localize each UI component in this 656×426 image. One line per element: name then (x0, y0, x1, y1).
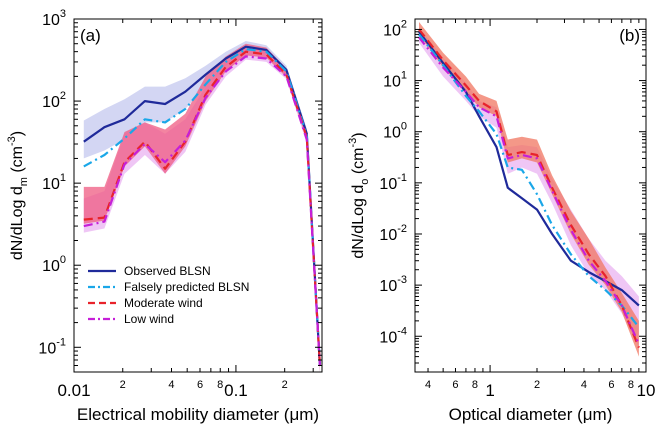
x-tick-label: 1 (485, 381, 494, 400)
y-tick-label: 10-2 (379, 223, 407, 244)
x-minor-tick-label: 4 (168, 379, 174, 391)
x-minor-tick-label: 6 (197, 379, 203, 391)
axes-frame (414, 18, 647, 373)
y-axis-label: dN/dLog do (cm-3) (347, 132, 371, 258)
x-tick-label: 0.1 (224, 381, 248, 400)
panel-label: (a) (80, 26, 101, 45)
legend-label: Falsely predicted BLSN (124, 280, 249, 294)
x-minor-tick-label: 8 (628, 379, 634, 391)
series-line-low-wind (418, 36, 640, 345)
band-moderate-wind (419, 22, 639, 357)
panel-label: (b) (619, 26, 640, 45)
plot-area (418, 22, 640, 357)
x-axis-label: Electrical mobility diameter (μm) (77, 405, 319, 424)
x-minor-tick-label: 2 (282, 379, 288, 391)
y-tick-label: 101 (42, 172, 66, 193)
x-minor-tick-label: 2 (534, 379, 540, 391)
x-minor-tick-label: 4 (425, 379, 431, 391)
x-minor-tick-label: 8 (217, 379, 223, 391)
x-minor-tick-label: 6 (608, 379, 614, 391)
x-minor-tick-label: 2 (120, 379, 126, 391)
series-line-moderate-wind (418, 28, 640, 349)
series-line-low-wind (83, 55, 321, 366)
y-tick-label: 101 (383, 70, 407, 91)
y-tick-label: 103 (42, 8, 66, 29)
legend: Observed BLSN Falsely predicted BLSN Moder… (88, 264, 249, 326)
y-tick-label: 102 (383, 18, 407, 39)
band-moderate-wind (83, 43, 320, 372)
y-axis-label: dN/dLog dm (cm-3) (6, 131, 30, 260)
x-minor-tick-label: 6 (452, 379, 458, 391)
legend-label: Low wind (124, 312, 174, 326)
series-line-falsely-predicted-blsn (83, 47, 321, 366)
x-axis-label: Optical diameter (μm) (449, 405, 613, 424)
x-tick-label: 0.01 (57, 381, 90, 400)
y-tick-label: 100 (383, 121, 407, 142)
y-tick-label: 10-1 (379, 172, 407, 193)
plot-area (83, 41, 321, 372)
y-tick-label: 10-3 (379, 274, 407, 295)
y-tick-label: 10-1 (38, 336, 66, 357)
x-tick-label: 10 (637, 381, 656, 400)
x-minor-tick-label: 4 (581, 379, 587, 391)
y-tick-label: 100 (42, 254, 66, 275)
panel-a: 0.01 0.1 2 4 6 8 2 10-1 100 101 102 103 Electrical m… (6, 8, 323, 424)
y-tick-label: 10-4 (379, 325, 407, 346)
legend-label: Moderate wind (124, 296, 203, 310)
y-tick-label: 102 (42, 90, 66, 111)
panel-b: 1 10 4 6 8 2 4 6 8 10-4 10-3 10-2 10-1 100 101 102 Optic… (347, 18, 655, 424)
x-minor-tick-label: 8 (472, 379, 478, 391)
series-line-moderate-wind (83, 50, 321, 366)
legend-label: Observed BLSN (124, 264, 211, 278)
series-line-falsely-predicted-blsn (418, 33, 640, 328)
